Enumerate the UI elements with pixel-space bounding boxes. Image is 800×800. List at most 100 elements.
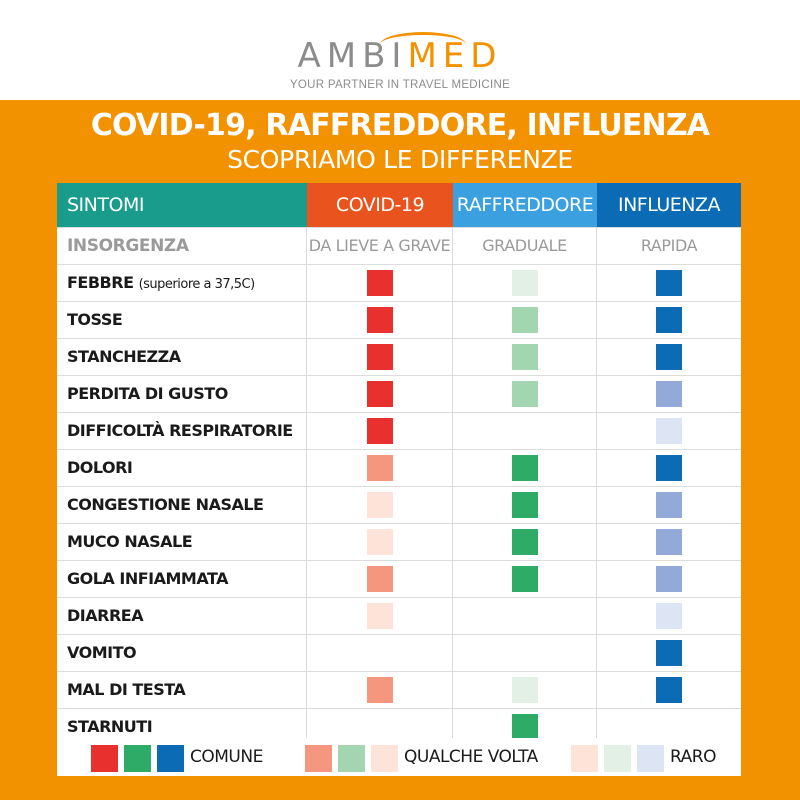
- symptom-label-cell: GOLA INFIAMMATA: [57, 561, 307, 597]
- cold-cell: [453, 709, 597, 745]
- covid-common-marker: [366, 307, 393, 333]
- cold-cell: [453, 265, 597, 301]
- table-row: DIFFICOLTÀ RESPIRATORIE: [57, 412, 741, 449]
- flu-common-marker: [656, 640, 682, 666]
- legend-covid-sometimes-swatch: [305, 745, 332, 772]
- logo-part-med: MED: [407, 36, 503, 76]
- symptom-label-cell: MUCO NASALE: [57, 524, 307, 560]
- symptom-rows: FEBBRE (superiore a 37,5C) TOSSE STANCHEZZ…: [57, 264, 741, 745]
- flu-common-marker: [656, 307, 682, 333]
- onset-cold: GRADUALE: [453, 228, 597, 264]
- table-row: DIARREA: [57, 597, 741, 634]
- covid-cell: [307, 561, 453, 597]
- legend-cold-common-swatch: [124, 745, 151, 772]
- symptom-label-cell: CONGESTIONE NASALE: [57, 487, 307, 523]
- symptom-label-cell: DOLORI: [57, 450, 307, 486]
- symptom-label-cell: MAL DI TESTA: [57, 672, 307, 708]
- table-row: PERDITA DI GUSTO: [57, 375, 741, 412]
- cold-common-marker: [511, 492, 538, 518]
- cold-common-marker: [511, 455, 538, 481]
- logo: AMBIMED: [0, 36, 800, 76]
- symptom-label-cell: DIARREA: [57, 598, 307, 634]
- header: AMBIMED YOUR PARTNER IN TRAVEL MEDICINE: [0, 0, 800, 100]
- cold-cell: [453, 487, 597, 523]
- symptom-label-cell: PERDITA DI GUSTO: [57, 376, 307, 412]
- legend-flu-rare-swatch: [637, 745, 664, 772]
- cold-cell: [453, 524, 597, 560]
- covid-cell: [307, 376, 453, 412]
- header-cold: RAFFREDDORE: [453, 183, 597, 227]
- table-row: CONGESTIONE NASALE: [57, 486, 741, 523]
- cold-cell: [453, 450, 597, 486]
- covid-rare-marker: [366, 603, 393, 629]
- table-row: GOLA INFIAMMATA: [57, 560, 741, 597]
- logo-arc: [380, 32, 466, 57]
- flu-common-marker: [656, 455, 682, 481]
- covid-cell: [307, 339, 453, 375]
- cold-rare-marker: [511, 677, 538, 703]
- flu-sometimes-marker: [656, 492, 682, 518]
- covid-common-marker: [366, 344, 393, 370]
- symptom-label-cell: STANCHEZZA: [57, 339, 307, 375]
- legend: COMUNE QUALCHE VOLTA RARO: [57, 738, 741, 776]
- legend-sometimes-label: QUALCHE VOLTA: [404, 747, 538, 767]
- symptom-label: FEBBRE: [67, 273, 134, 292]
- flu-cell: [597, 302, 741, 338]
- covid-cell: [307, 598, 453, 634]
- table-row: DOLORI: [57, 449, 741, 486]
- symptom-label: CONGESTIONE NASALE: [67, 495, 264, 514]
- covid-common-marker: [366, 418, 393, 444]
- covid-sometimes-marker: [366, 455, 393, 481]
- cold-cell: [453, 339, 597, 375]
- symptom-label-cell: VOMITO: [57, 635, 307, 671]
- covid-sometimes-marker: [366, 677, 393, 703]
- legend-rare-label: RARO: [670, 747, 716, 767]
- cold-cell: [453, 413, 597, 449]
- header-flu: INFLUENZA: [597, 183, 741, 227]
- flu-cell: [597, 635, 741, 671]
- flu-cell: [597, 265, 741, 301]
- symptom-label: TOSSE: [67, 310, 123, 329]
- symptom-table: SINTOMI COVID-19 RAFFREDDORE INFLUENZA I…: [57, 183, 741, 745]
- cold-cell: [453, 376, 597, 412]
- flu-common-marker: [656, 344, 682, 370]
- flu-common-marker: [656, 270, 682, 296]
- onset-covid: DA LIEVE A GRAVE: [307, 228, 453, 264]
- legend-flu-sometimes-swatch: [371, 745, 398, 772]
- legend-common-label: COMUNE: [190, 747, 263, 767]
- symptom-label: STARNUTI: [67, 717, 153, 736]
- covid-cell: [307, 709, 453, 745]
- legend-cold-sometimes-swatch: [338, 745, 365, 772]
- covid-cell: [307, 302, 453, 338]
- symptom-label-cell: STARNUTI: [57, 709, 307, 745]
- flu-rare-marker: [656, 603, 682, 629]
- legend-covid-common-swatch: [91, 745, 118, 772]
- covid-cell: [307, 413, 453, 449]
- symptom-label: MUCO NASALE: [67, 532, 193, 551]
- header-symptoms: SINTOMI: [57, 183, 307, 227]
- flu-common-marker: [656, 677, 682, 703]
- cold-common-marker: [511, 529, 538, 555]
- cold-sometimes-marker: [511, 344, 538, 370]
- flu-cell: [597, 413, 741, 449]
- table-row: STANCHEZZA: [57, 338, 741, 375]
- cold-cell: [453, 561, 597, 597]
- header-covid: COVID-19: [307, 183, 453, 227]
- onset-label: INSORGENZA: [57, 228, 307, 264]
- symptom-label-cell: FEBBRE (superiore a 37,5C): [57, 265, 307, 301]
- legend-flu-common-swatch: [157, 745, 184, 772]
- flu-cell: [597, 339, 741, 375]
- flu-sometimes-marker: [656, 529, 682, 555]
- page-subtitle: SCOPRIAMO LE DIFFERENZE: [227, 145, 573, 174]
- onset-row: INSORGENZA DA LIEVE A GRAVE GRADUALE RAP…: [57, 227, 741, 264]
- covid-cell: [307, 487, 453, 523]
- flu-cell: [597, 561, 741, 597]
- logo-tagline: YOUR PARTNER IN TRAVEL MEDICINE: [289, 79, 511, 91]
- symptom-label: DIARREA: [67, 606, 144, 625]
- cold-sometimes-marker: [511, 381, 538, 407]
- symptom-label-cell: TOSSE: [57, 302, 307, 338]
- cold-cell: [453, 672, 597, 708]
- cold-cell: [453, 598, 597, 634]
- covid-cell: [307, 524, 453, 560]
- table-row: FEBBRE (superiore a 37,5C): [57, 264, 741, 301]
